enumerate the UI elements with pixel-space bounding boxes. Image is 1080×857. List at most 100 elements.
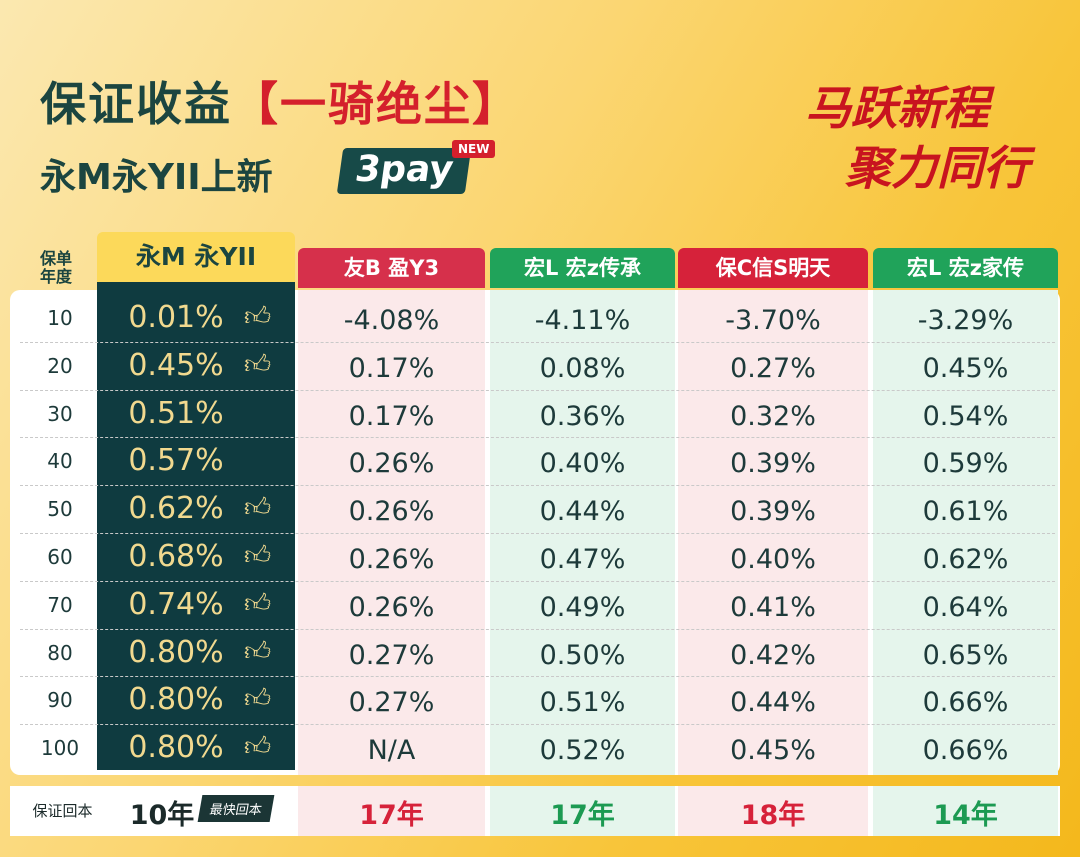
column-header: 友B 盈Y3 [298, 248, 485, 288]
cell-value: 0.62% [128, 491, 224, 527]
column-header: 宏L 宏z家传 [873, 248, 1058, 288]
cell-value: 0.62% [922, 544, 1009, 575]
thumb-icon: 👍︎ [244, 732, 272, 763]
cell-value: 0.17% [348, 352, 435, 384]
cell-value: -4.08% [343, 305, 440, 336]
cell-value: 0.52% [539, 735, 626, 767]
cell-value: 0.66% [922, 687, 1009, 719]
row-separator [20, 724, 1055, 726]
cell-value: 0.59% [922, 448, 1009, 480]
row-year: 90 [47, 688, 73, 713]
title-text: 保证收益 [40, 77, 232, 131]
column-bg [298, 786, 485, 836]
cell-value: 0.44% [539, 496, 626, 528]
row-year: 20 [47, 353, 73, 378]
cell-value: 0.27% [348, 639, 435, 671]
column-bg [97, 280, 295, 770]
cell-value: 0.74% [128, 586, 224, 622]
cell-value: 0.50% [539, 639, 626, 671]
row-year: 100 [40, 736, 80, 761]
column-bg [298, 290, 485, 775]
row-separator [20, 628, 1055, 630]
footer-value: 17年 [550, 800, 615, 831]
cell-value: 0.61% [922, 496, 1009, 528]
row-year: 30 [47, 401, 73, 426]
row-year: 10 [47, 306, 73, 330]
row-separator [20, 533, 1055, 534]
row-year: 70 [47, 592, 73, 617]
cell-value: 0.42% [730, 639, 816, 671]
subtitle: 永M永YII上新 [40, 157, 273, 198]
cell-value: 0.45% [730, 735, 816, 767]
cell-value: 0.36% [539, 400, 626, 432]
row-separator [20, 437, 1055, 439]
cell-value: 0.47% [539, 544, 626, 575]
cell-value: 0.26% [348, 544, 435, 575]
footer-value: 18年 [740, 800, 806, 831]
cell-value: -3.29% [917, 305, 1014, 336]
footer-value: 14年 [933, 800, 998, 831]
title-highlight: 【一骑绝尘】 [232, 77, 520, 131]
cell-value: 0.49% [539, 591, 626, 623]
row-year: 40 [47, 449, 73, 474]
cell-value: 0.17% [348, 400, 435, 432]
thumb-icon: 👍︎ [244, 349, 272, 380]
cell-value: -4.11% [534, 305, 631, 336]
cell-value: 0.80% [128, 730, 224, 766]
cell-value: 0.41% [730, 591, 816, 623]
cell-value: 0.39% [730, 448, 816, 480]
row-separator [20, 341, 1055, 343]
cell-value: 0.51% [128, 395, 224, 431]
column-bg [490, 290, 675, 775]
corner-label: 年度 [40, 267, 73, 286]
row-separator [20, 676, 1055, 678]
cell-value: 0.32% [730, 400, 816, 432]
slogan: 马跃新程 [805, 81, 989, 135]
footer-value: 10年 [129, 800, 195, 831]
cell-value: 0.39% [730, 496, 816, 528]
thumb-icon: 👍︎ [244, 493, 272, 524]
cell-value: 0.27% [730, 352, 816, 384]
slogan: 聚力同行 [845, 141, 1029, 195]
column-header: 宏L 宏z传承 [490, 248, 675, 288]
footer-value: 17年 [359, 800, 424, 831]
cell-value: 0.57% [128, 443, 224, 479]
footer-tag: 最快回本 [197, 795, 275, 822]
column-header: 永M 永YII [97, 232, 295, 282]
thumb-icon: 👍︎ [244, 684, 272, 715]
column-bg [873, 290, 1058, 775]
row-year: 60 [47, 545, 73, 569]
column-bg [490, 786, 675, 836]
cell-value: 0.45% [128, 347, 224, 383]
corner-label: 保单 [40, 249, 73, 268]
cell-value: 0.44% [730, 687, 816, 719]
row-separator [20, 485, 1055, 487]
cell-value: 0.68% [128, 539, 224, 574]
cell-value: 0.80% [128, 682, 224, 718]
row-year: 50 [47, 497, 73, 522]
badge-tag: NEW [452, 140, 496, 158]
cell-value: 0.01% [128, 300, 224, 335]
row-year: 80 [47, 640, 73, 665]
cell-value: 0.66% [922, 735, 1009, 767]
thumb-icon: 👍︎ [244, 302, 272, 332]
cell-value: 0.27% [348, 687, 435, 719]
cell-value: 0.26% [348, 448, 435, 480]
column-bg [678, 786, 868, 836]
cell-value: -3.70% [725, 305, 821, 336]
cell-value: 0.45% [922, 352, 1009, 384]
cell-value: 0.64% [922, 591, 1009, 623]
cell-value: 0.08% [539, 352, 626, 384]
cell-value: 0.51% [539, 687, 626, 719]
column-bg [873, 786, 1058, 836]
thumb-icon: 👍︎ [244, 636, 272, 667]
cell-value: 0.26% [348, 496, 435, 528]
thumb-icon: 👍︎ [244, 588, 272, 619]
footer-label: 保证回本 [32, 802, 93, 820]
cell-value: 0.40% [539, 448, 626, 480]
row-separator [20, 389, 1055, 391]
cell-value: 0.26% [348, 591, 435, 623]
cell-value: 0.54% [922, 400, 1009, 432]
